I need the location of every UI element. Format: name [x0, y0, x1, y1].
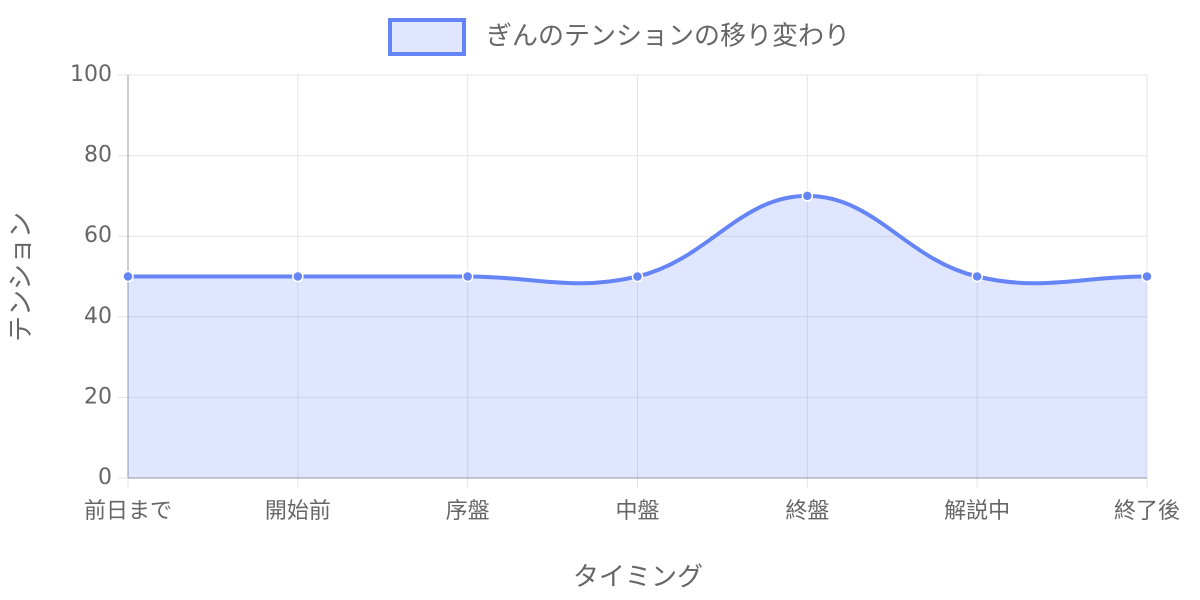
legend-swatch — [387, 18, 466, 56]
x-tick-label: 終盤 — [785, 499, 829, 524]
x-tick-label: 序盤 — [446, 499, 490, 524]
legend: ぎんのテンションの移り変わり — [387, 18, 850, 56]
x-tick-label: 開始前 — [265, 499, 331, 524]
y-tick-label: 0 — [98, 465, 112, 490]
y-tick-label: 20 — [84, 384, 112, 409]
area — [128, 195, 1147, 478]
point — [801, 190, 814, 202]
y-tick-label: 100 — [70, 62, 112, 87]
x-axis-title: タイミング — [573, 563, 703, 593]
x-tick-label: 解説中 — [944, 499, 1010, 524]
y-tick-label: 80 — [84, 143, 112, 168]
point — [461, 270, 474, 283]
point — [971, 270, 983, 283]
y-axis-title: テンション — [7, 212, 37, 342]
x-tick-label: 終了後 — [1114, 499, 1180, 524]
x-tick-label: 中盤 — [615, 499, 659, 524]
y-tick-label: 40 — [84, 304, 112, 329]
y-tick-label: 60 — [84, 223, 112, 248]
point — [631, 270, 644, 283]
legend-label: ぎんのテンションの移り変わり — [486, 22, 850, 52]
point — [1141, 270, 1153, 283]
x-tick-label: 前日まで — [84, 499, 172, 524]
point — [122, 270, 134, 283]
point — [292, 270, 304, 283]
